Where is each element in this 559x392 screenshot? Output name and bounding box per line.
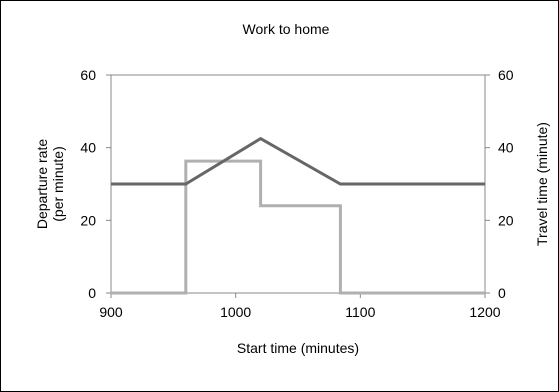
x-tick-label: 1000 [220, 304, 251, 320]
y-left-tick-label: 20 [80, 212, 96, 228]
y-right-tick-label: 40 [498, 140, 514, 156]
y-right-tick-label: 20 [498, 212, 514, 228]
y-right-tick-label: 60 [498, 67, 514, 83]
y-right-axis-label: Travel time (minute) [534, 122, 550, 246]
departure-rate-line [111, 159, 485, 295]
y-left-tick-label: 60 [80, 67, 96, 83]
y-left-tick-label: 40 [80, 140, 96, 156]
y-right-tick-label: 0 [498, 285, 506, 301]
travel-time-line [111, 136, 485, 186]
x-tick-label: 1100 [345, 304, 375, 320]
y-left-axis-label-line1: Departure rate [34, 139, 50, 229]
x-tick-label: 900 [99, 304, 123, 320]
x-axis-label: Start time (minutes) [237, 340, 359, 356]
chart-title: Work to home [243, 21, 330, 37]
y-left-axis-label-line2: (per minute) [50, 146, 66, 221]
x-tick-label: 1200 [469, 304, 500, 320]
y-left-tick-label: 0 [88, 285, 96, 301]
